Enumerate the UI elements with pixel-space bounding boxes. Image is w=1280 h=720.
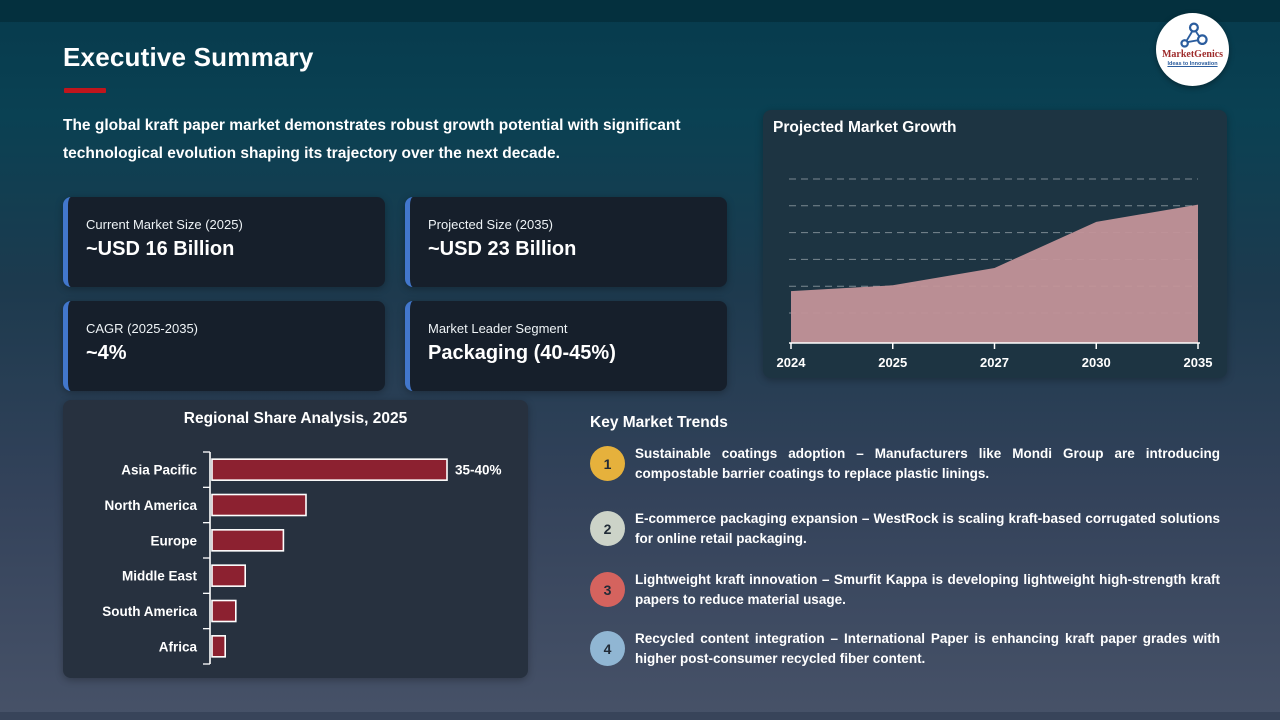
marketgenics-logo: MarketGenics Ideas to Innovation — [1156, 13, 1229, 86]
trend-text: Recycled content integration – Internati… — [635, 631, 1220, 666]
stat-card-projected-size: Projected Size (2035) ~USD 23 Billion — [405, 197, 727, 287]
regional-share-panel: Regional Share Analysis, 2025 Asia Pacif… — [63, 400, 528, 678]
trend-text: Lightweight kraft innovation – Smurfit K… — [635, 572, 1220, 607]
stat-card-value: ~USD 23 Billion — [428, 238, 577, 260]
title-underline — [64, 88, 106, 93]
key-market-trends-heading: Key Market Trends — [590, 414, 728, 431]
trend-number-badge: 4 — [590, 631, 625, 666]
market-growth-area-chart: 2024 2025 2027 2030 2035 — [763, 110, 1227, 378]
trend-number-badge: 3 — [590, 572, 625, 607]
stat-card-label: Market Leader Segment — [428, 321, 568, 336]
page-title: Executive Summary — [63, 42, 314, 72]
trend-item-recycled-content: 4 Recycled content integration – Interna… — [590, 629, 1220, 668]
top-strip — [0, 0, 1280, 22]
stat-card-label: Current Market Size (2025) — [86, 217, 243, 232]
svg-text:Europe: Europe — [150, 533, 197, 548]
svg-text:35-40%: 35-40% — [455, 463, 502, 478]
trend-text: Sustainable coatings adoption – Manufact… — [635, 446, 1220, 481]
trend-item-sustainable-coatings: 1 Sustainable coatings adoption – Manufa… — [590, 444, 1220, 483]
svg-text:Middle East: Middle East — [122, 569, 198, 584]
svg-text:Asia Pacific: Asia Pacific — [121, 463, 197, 478]
stat-card-value: ~USD 16 Billion — [86, 238, 235, 260]
svg-text:2025: 2025 — [878, 355, 907, 370]
stat-card-value: ~4% — [86, 342, 127, 364]
svg-text:North America: North America — [104, 498, 197, 513]
bottom-strip — [0, 712, 1280, 720]
svg-text:Africa: Africa — [159, 639, 198, 654]
chart-title: Regional Share Analysis, 2025 — [183, 410, 408, 427]
regional-share-bar-chart: Asia Pacific 35-40% North America Europe Mid… — [63, 444, 528, 674]
trend-number-badge: 2 — [590, 511, 625, 546]
projected-market-growth-panel: 2024 2025 2027 2030 2035 Projected Market Gr… — [763, 110, 1227, 378]
chart-title: Projected Market Growth — [773, 119, 957, 136]
trend-number-badge: 1 — [590, 446, 625, 481]
trend-item-lightweight-kraft: 3 Lightweight kraft innovation – Smurfit… — [590, 570, 1220, 609]
svg-text:2035: 2035 — [1184, 355, 1213, 370]
stat-card-value: Packaging (40-45%) — [428, 342, 616, 364]
stat-card-label: CAGR (2025-2035) — [86, 321, 198, 336]
stat-card-current-market-size: Current Market Size (2025) ~USD 16 Billi… — [63, 197, 385, 287]
trend-text: E-commerce packaging expansion – WestRoc… — [635, 511, 1220, 546]
intro-text: The global kraft paper market demonstrat… — [63, 117, 681, 162]
stat-card-market-leader: Market Leader Segment Packaging (40-45%) — [405, 301, 727, 391]
svg-text:2027: 2027 — [980, 355, 1009, 370]
svg-text:2030: 2030 — [1082, 355, 1111, 370]
trend-item-ecommerce-packaging: 2 E-commerce packaging expansion – WestR… — [590, 509, 1220, 548]
svg-text:2024: 2024 — [777, 355, 807, 370]
stat-card-cagr: CAGR (2025-2035) ~4% — [63, 301, 385, 391]
logo-brand-text: MarketGenics — [1161, 49, 1224, 60]
svg-text:South America: South America — [102, 604, 197, 619]
molecule-icon — [1179, 22, 1208, 48]
logo-tagline-text: Ideas to Innovation — [1167, 61, 1218, 67]
stat-card-label: Projected Size (2035) — [428, 217, 554, 232]
